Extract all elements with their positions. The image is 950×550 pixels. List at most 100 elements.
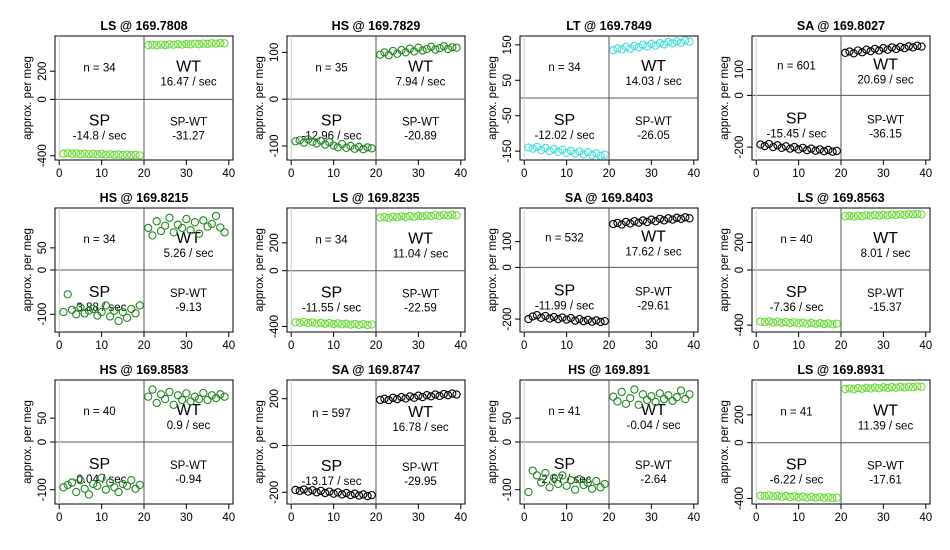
data-point xyxy=(186,225,195,235)
n-count: n = 40 xyxy=(780,234,812,246)
data-point xyxy=(634,43,643,52)
panel-title: SA @ 169.8027 xyxy=(797,19,885,33)
x-tick-label: 20 xyxy=(835,512,848,524)
data-point xyxy=(80,309,89,318)
data-point xyxy=(173,391,183,400)
data-point xyxy=(879,383,888,392)
data-point xyxy=(668,396,677,406)
data-point xyxy=(785,318,795,328)
y-tick-label: 0 xyxy=(37,96,49,102)
data-point xyxy=(122,150,132,159)
data-point xyxy=(664,214,673,223)
wt-rate: -0.04 / sec xyxy=(627,420,681,432)
data-point xyxy=(685,37,694,46)
data-point xyxy=(617,387,626,397)
sp-wt-value: -15.37 xyxy=(869,302,902,314)
data-point xyxy=(59,483,68,492)
y-axis-label: approx. per meg xyxy=(487,228,499,312)
data-point xyxy=(802,493,812,502)
data-point xyxy=(101,150,111,159)
x-tick-label: 0 xyxy=(56,340,62,352)
data-point xyxy=(558,313,567,322)
data-point xyxy=(638,390,648,399)
sp-rate: -13.17 / sec xyxy=(301,476,361,488)
y-tick-label: -100 xyxy=(37,303,49,326)
data-point xyxy=(448,210,457,219)
data-point xyxy=(333,319,343,328)
wt-label: WT xyxy=(641,229,666,246)
x-tick-label: 40 xyxy=(454,340,467,352)
data-point xyxy=(105,478,115,487)
data-point xyxy=(376,50,385,59)
data-point xyxy=(887,43,897,52)
data-point xyxy=(354,491,364,500)
scatter-panel: LT @ 169.7849 0 10 20 30 40 -150 -50 50 150approx… xyxy=(487,19,700,180)
data-point xyxy=(655,389,665,398)
data-point xyxy=(76,476,85,485)
data-point xyxy=(165,40,174,49)
data-point xyxy=(904,42,913,51)
panel-title: LS @ 169.8563 xyxy=(797,191,884,205)
data-point xyxy=(841,384,850,394)
x-tick-label: 0 xyxy=(753,512,759,524)
data-point xyxy=(896,42,905,51)
sp-rate: -3.88 / sec xyxy=(73,302,127,314)
data-point xyxy=(169,40,178,49)
x-tick-label: 30 xyxy=(877,340,890,352)
data-point xyxy=(891,383,901,392)
x-tick-label: 20 xyxy=(370,168,383,180)
data-point xyxy=(575,314,584,324)
data-point xyxy=(532,311,542,320)
data-point xyxy=(532,471,542,480)
n-count: n = 597 xyxy=(312,408,351,420)
data-point xyxy=(152,217,161,226)
data-point xyxy=(828,493,837,503)
data-point xyxy=(148,385,157,394)
data-point xyxy=(642,217,652,227)
data-point xyxy=(777,492,786,501)
x-tick-label: 10 xyxy=(792,512,805,524)
data-point xyxy=(148,40,157,50)
data-point xyxy=(790,142,799,152)
data-point xyxy=(676,386,686,395)
data-point xyxy=(600,479,609,489)
sp-wt-value: -22.59 xyxy=(404,302,437,314)
y-tick-label: 200 xyxy=(37,62,49,81)
data-point xyxy=(566,313,576,323)
data-point xyxy=(756,140,765,149)
data-point xyxy=(199,39,208,48)
data-point xyxy=(600,316,609,326)
data-point xyxy=(291,318,300,327)
data-point xyxy=(528,312,537,321)
data-point xyxy=(802,146,812,155)
wt-label: WT xyxy=(873,57,898,74)
data-point xyxy=(862,383,871,392)
data-point xyxy=(853,211,863,220)
sp-wt-label: SP-WT xyxy=(170,460,207,472)
data-point xyxy=(397,212,406,221)
data-point xyxy=(426,42,436,51)
data-point xyxy=(756,317,765,326)
data-point xyxy=(807,492,816,502)
data-point xyxy=(524,487,533,497)
x-tick-label: 30 xyxy=(412,168,425,180)
sp-rate: -2.67 / sec xyxy=(538,474,592,486)
y-axis-label: approx. per meg xyxy=(22,228,34,312)
data-point xyxy=(312,319,321,328)
data-point xyxy=(807,144,816,153)
data-point xyxy=(304,135,313,144)
data-point xyxy=(832,319,841,328)
data-point xyxy=(380,48,389,57)
data-point xyxy=(190,218,200,227)
data-point xyxy=(216,390,225,399)
x-tick-label: 30 xyxy=(412,340,425,352)
data-point xyxy=(199,216,208,225)
y-tick-label: -50 xyxy=(502,107,514,124)
data-point xyxy=(144,392,153,401)
data-point xyxy=(320,319,330,328)
data-point xyxy=(617,45,626,54)
data-point xyxy=(452,211,461,220)
